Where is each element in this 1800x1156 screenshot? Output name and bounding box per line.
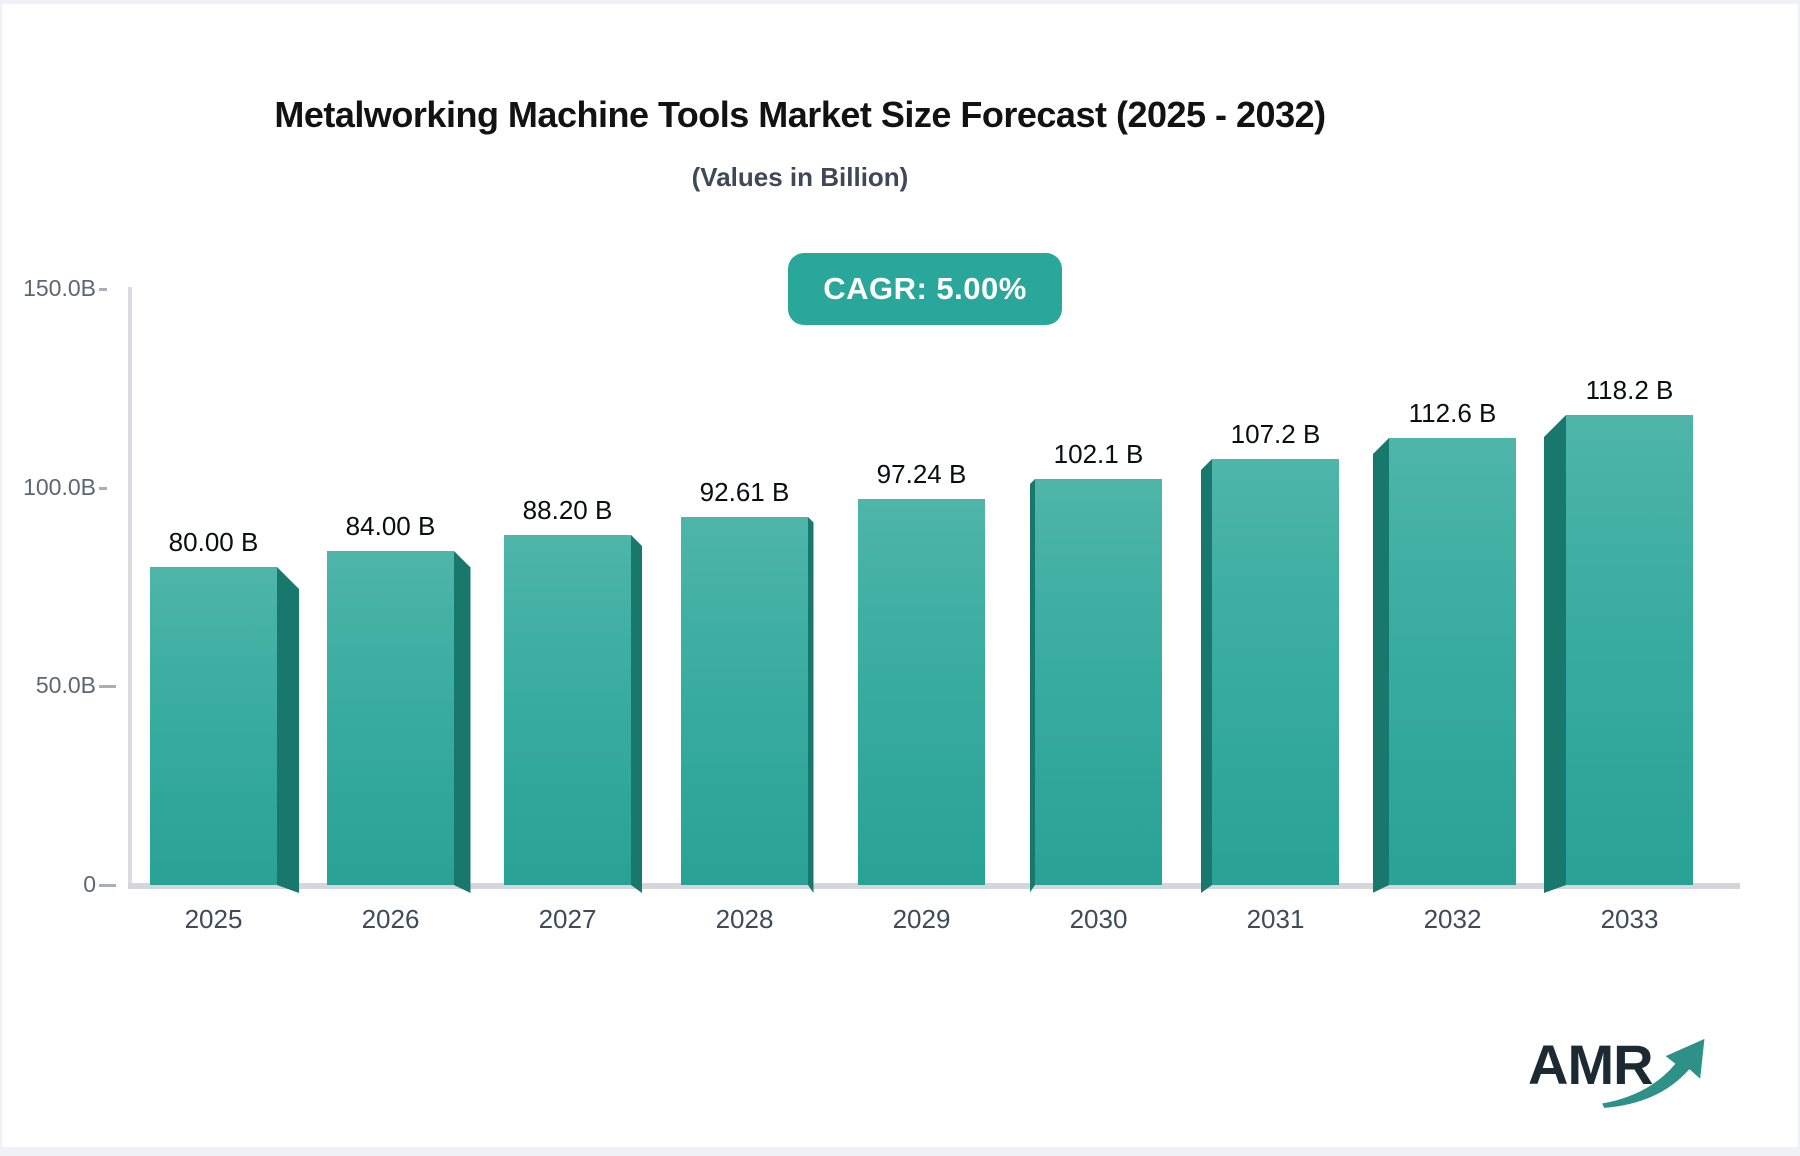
bar-value-label: 118.2 B (1585, 375, 1674, 405)
bar-value-label: 112.6 B (1408, 398, 1497, 428)
y-tick-label: 100.0B (23, 473, 96, 500)
amr-logo-text: AMR (1528, 1033, 1654, 1096)
bar-side-2032 (1372, 438, 1389, 893)
x-axis-label-2029: 2029 (892, 904, 951, 934)
x-axis-label-2033: 2033 (1600, 904, 1659, 934)
y-tick-mark (99, 486, 107, 490)
bar-value-label: 84.00 B (345, 511, 436, 541)
bar-2030 (1035, 479, 1162, 885)
x-axis-label-2030: 2030 (1069, 904, 1128, 934)
chart-title: Metalworking Machine Tools Market Size F… (274, 94, 1326, 135)
x-axis-label-2026: 2026 (361, 904, 420, 934)
bar-value-label: 80.00 B (168, 527, 259, 557)
bar-2031 (1212, 459, 1339, 885)
page-edge-right (1798, 0, 1800, 1156)
y-axis-line (128, 287, 132, 888)
bar-value-label: 88.20 B (522, 495, 613, 525)
bar-side-2026 (454, 551, 471, 893)
y-tick-label: 50.0B (35, 672, 96, 699)
bar-2033 (1566, 415, 1693, 885)
x-axis-label-2025: 2025 (184, 904, 243, 934)
y-tick-label: 150.0B (23, 275, 96, 301)
bar-side-2031 (1201, 459, 1212, 893)
y-tick-mark (99, 288, 107, 291)
bar-side-2025 (277, 567, 299, 893)
bar-2025 (150, 567, 277, 885)
cagr-badge-label: CAGR: 5.00% (823, 271, 1027, 306)
x-axis-baseline (128, 883, 1740, 889)
bar-side-2027 (631, 535, 642, 893)
bar-value-label: 97.24 B (876, 459, 967, 489)
bar-value-label: 107.2 B (1230, 419, 1321, 449)
bar-2032 (1389, 438, 1516, 885)
x-axis-label-2028: 2028 (715, 904, 774, 934)
y-tick-mark (99, 884, 116, 887)
x-axis-label-2032: 2032 (1423, 904, 1482, 934)
amr-logo: AMR (1528, 1028, 1718, 1108)
bar-2026 (327, 551, 454, 885)
page-edge-left (0, 0, 2, 1156)
bar-2028 (681, 517, 808, 885)
cagr-badge: CAGR: 5.00% (788, 253, 1062, 325)
bar-2027 (504, 535, 631, 885)
bar-value-label: 102.1 B (1053, 439, 1144, 469)
growth-arrow-icon (1602, 1038, 1705, 1108)
page-edge-bottom (0, 1147, 1800, 1156)
bar-side-2030 (1029, 479, 1035, 893)
chart-subtitle: (Values in Billion) (691, 162, 909, 192)
bar-2029 (858, 499, 985, 885)
bar-value-label: 92.61 B (699, 477, 790, 507)
page-edge-top (0, 0, 1800, 4)
bar-side-2028 (808, 517, 814, 893)
x-axis-label-2027: 2027 (538, 904, 597, 934)
x-axis-label-2031: 2031 (1246, 904, 1305, 934)
bar-side-2033 (1544, 415, 1566, 893)
y-tick-label: 0 (83, 871, 96, 897)
y-tick-mark (99, 685, 116, 689)
